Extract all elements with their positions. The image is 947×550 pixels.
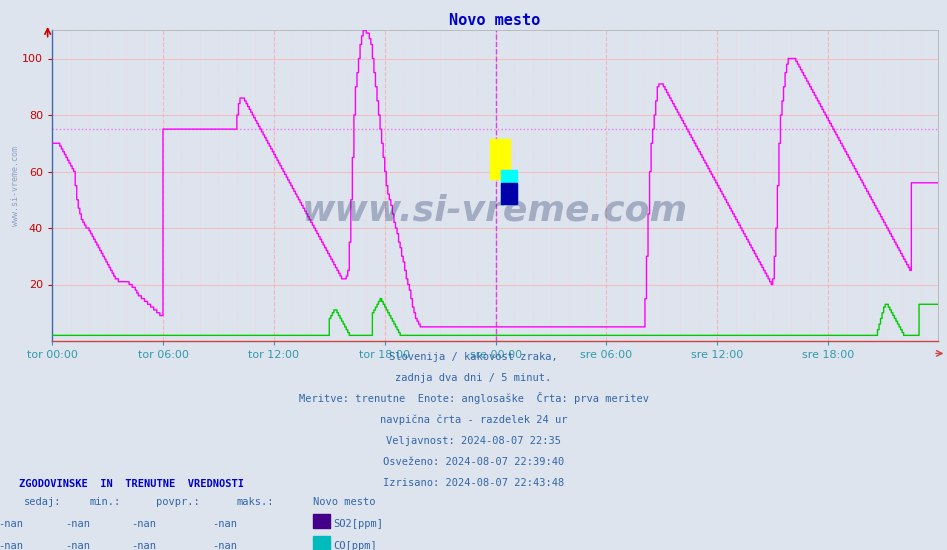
Text: -nan: -nan xyxy=(212,519,237,529)
Text: Veljavnost: 2024-08-07 22:35: Veljavnost: 2024-08-07 22:35 xyxy=(386,436,561,446)
Text: -nan: -nan xyxy=(132,541,156,550)
Text: maks.:: maks.: xyxy=(237,497,275,507)
Text: -nan: -nan xyxy=(65,519,90,529)
Text: povpr.:: povpr.: xyxy=(156,497,200,507)
Text: zadnja dva dni / 5 minut.: zadnja dva dni / 5 minut. xyxy=(396,373,551,383)
Text: Osveženo: 2024-08-07 22:39:40: Osveženo: 2024-08-07 22:39:40 xyxy=(383,456,564,467)
Text: CO[ppm]: CO[ppm] xyxy=(333,541,377,550)
Text: -nan: -nan xyxy=(132,519,156,529)
Bar xyxy=(491,139,509,179)
Text: -nan: -nan xyxy=(0,541,24,550)
Text: navpična črta - razdelek 24 ur: navpična črta - razdelek 24 ur xyxy=(380,415,567,425)
Title: Novo mesto: Novo mesto xyxy=(449,13,541,28)
Text: -nan: -nan xyxy=(65,541,90,550)
Text: -nan: -nan xyxy=(0,519,24,529)
Text: www.si-vreme.com: www.si-vreme.com xyxy=(11,146,21,226)
Bar xyxy=(501,183,517,204)
Text: Novo mesto: Novo mesto xyxy=(313,497,375,507)
Bar xyxy=(501,170,517,204)
Text: Meritve: trenutne  Enote: anglosaške  Črta: prva meritev: Meritve: trenutne Enote: anglosaške Črta… xyxy=(298,392,649,404)
Text: -nan: -nan xyxy=(212,541,237,550)
Text: sedaj:: sedaj: xyxy=(24,497,62,507)
Text: Izrisano: 2024-08-07 22:43:48: Izrisano: 2024-08-07 22:43:48 xyxy=(383,477,564,488)
Text: Slovenija / kakovost zraka,: Slovenija / kakovost zraka, xyxy=(389,352,558,362)
Text: SO2[ppm]: SO2[ppm] xyxy=(333,519,384,529)
Text: ZGODOVINSKE  IN  TRENUTNE  VREDNOSTI: ZGODOVINSKE IN TRENUTNE VREDNOSTI xyxy=(19,478,244,489)
Text: www.si-vreme.com: www.si-vreme.com xyxy=(302,194,688,228)
Text: min.:: min.: xyxy=(90,497,121,507)
